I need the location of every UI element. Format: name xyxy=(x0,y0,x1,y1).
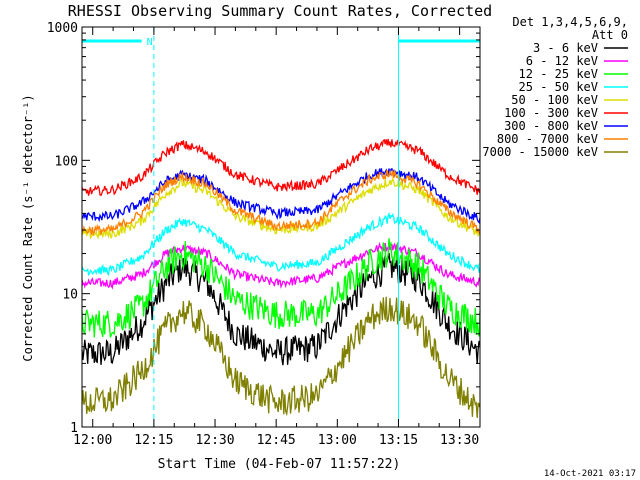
series-line-3 xyxy=(81,211,481,277)
x-tick-label-6: 13:30 xyxy=(440,433,479,448)
series-layer xyxy=(81,138,481,419)
legend-label-2: 12 - 25 keV xyxy=(519,67,598,81)
series-line-5 xyxy=(81,138,481,197)
x-tick-label-2: 12:30 xyxy=(195,433,234,448)
series-line-7 xyxy=(81,170,481,236)
legend-label-5: 100 - 300 keV xyxy=(504,106,598,120)
axes-layer: 12:00 12:15 12:30 12:45 13:00 13:15 13:30 1 10 10… xyxy=(47,21,481,448)
legend-label-1: 6 - 12 keV xyxy=(526,54,598,68)
y-tick-label-1: 10 xyxy=(62,288,78,303)
legend-label-7: 800 - 7000 keV xyxy=(497,132,598,146)
footer-timestamp: 14-Oct-2021 03:17 xyxy=(544,469,636,479)
legend-label-4: 50 - 100 keV xyxy=(511,93,598,107)
series-line-1 xyxy=(81,241,481,290)
series-line-8 xyxy=(81,296,481,419)
series-line-6 xyxy=(81,167,481,224)
series-line-4 xyxy=(81,176,481,240)
plot-frame xyxy=(81,26,481,428)
y-tick-label-0: 1 xyxy=(70,421,78,436)
y-tick-label-2: 100 xyxy=(55,154,78,169)
y-axis-label: Corrected Count Rate (s⁻¹ detector⁻¹) xyxy=(21,94,35,361)
x-tick-label-0: 12:00 xyxy=(73,433,112,448)
series-line-2 xyxy=(81,238,481,338)
chart-title: RHESSI Observing Summary Count Rates, Co… xyxy=(68,2,492,20)
x-tick-label-3: 12:45 xyxy=(257,433,296,448)
night-label: N xyxy=(147,37,153,48)
legend-header-line-2: Att 0 xyxy=(592,28,628,42)
legend-label-8: 7000 - 15000 keV xyxy=(482,145,598,159)
legend-label-0: 3 - 6 keV xyxy=(533,41,598,55)
legend-header-line-1: Det 1,3,4,5,6,9, xyxy=(512,15,628,29)
legend-label-6: 300 - 800 keV xyxy=(504,119,598,133)
x-axis-label: Start Time (04-Feb-07 11:57:22) xyxy=(158,457,401,472)
legend-label-3: 25 - 50 keV xyxy=(519,80,598,94)
x-tick-label-5: 13:15 xyxy=(379,433,418,448)
y-tick-label-3: 1000 xyxy=(47,21,78,36)
x-tick-label-1: 12:15 xyxy=(134,433,173,448)
x-tick-label-4: 13:00 xyxy=(318,433,357,448)
